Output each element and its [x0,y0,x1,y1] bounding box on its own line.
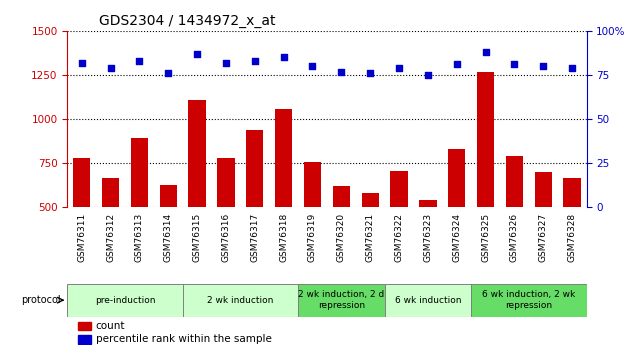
FancyBboxPatch shape [385,284,471,317]
Point [221,60,231,66]
Text: 6 wk induction: 6 wk induction [395,296,461,305]
Text: GSM76324: GSM76324 [452,213,462,262]
Bar [535,172,552,295]
Point [77,60,87,66]
Text: pre-induction: pre-induction [95,296,155,305]
FancyBboxPatch shape [298,284,385,317]
Point [509,62,519,67]
Text: 2 wk induction: 2 wk induction [207,296,274,305]
Point [249,58,260,64]
Bar [217,158,235,295]
Point [423,72,433,78]
Point [336,69,346,74]
Bar [477,71,494,295]
Text: GSM76316: GSM76316 [221,213,231,262]
Text: GSM76319: GSM76319 [308,213,317,262]
Text: GSM76313: GSM76313 [135,213,144,262]
Text: GSM76328: GSM76328 [567,213,577,262]
Bar [131,138,148,295]
Text: GSM76312: GSM76312 [106,213,115,262]
Bar [102,178,119,295]
FancyBboxPatch shape [471,284,587,317]
Text: GSM76311: GSM76311 [77,213,87,262]
Text: GSM76320: GSM76320 [337,213,346,262]
Point [135,58,145,64]
Bar [390,171,408,295]
Text: percentile rank within the sample: percentile rank within the sample [96,335,272,344]
Point [451,62,462,67]
Bar [188,100,206,295]
Bar [333,186,350,295]
Bar [73,158,90,295]
Text: GSM76323: GSM76323 [423,213,433,262]
Text: count: count [96,321,126,331]
Bar [506,156,523,295]
Text: 2 wk induction, 2 d
repression: 2 wk induction, 2 d repression [298,290,385,310]
Text: GSM76322: GSM76322 [394,213,404,262]
FancyBboxPatch shape [183,284,298,317]
Bar [563,178,581,295]
Bar [160,185,177,295]
Point [481,49,491,55]
Text: GSM76326: GSM76326 [510,213,519,262]
Point [394,65,404,71]
Text: GSM76315: GSM76315 [192,213,202,262]
FancyBboxPatch shape [67,284,183,317]
Bar [275,109,292,295]
Text: GDS2304 / 1434972_x_at: GDS2304 / 1434972_x_at [99,13,276,28]
Text: GSM76325: GSM76325 [481,213,490,262]
Bar [362,193,379,295]
Point [567,65,577,71]
Text: GSM76318: GSM76318 [279,213,288,262]
Text: GSM76314: GSM76314 [163,213,173,262]
Text: GSM76317: GSM76317 [250,213,260,262]
Point [105,65,115,71]
Point [538,63,548,69]
Text: GSM76321: GSM76321 [365,213,375,262]
Point [163,70,173,76]
Bar [304,162,321,295]
Point [365,70,376,76]
Point [278,55,288,60]
Bar [419,200,437,295]
Point [307,63,317,69]
Text: GSM76327: GSM76327 [538,213,548,262]
Text: 6 wk induction, 2 wk
repression: 6 wk induction, 2 wk repression [482,290,576,310]
Bar [448,149,465,295]
Bar [78,322,90,330]
Bar [78,335,90,344]
Bar [246,130,263,295]
Text: protocol: protocol [21,295,61,305]
Point [192,51,203,57]
